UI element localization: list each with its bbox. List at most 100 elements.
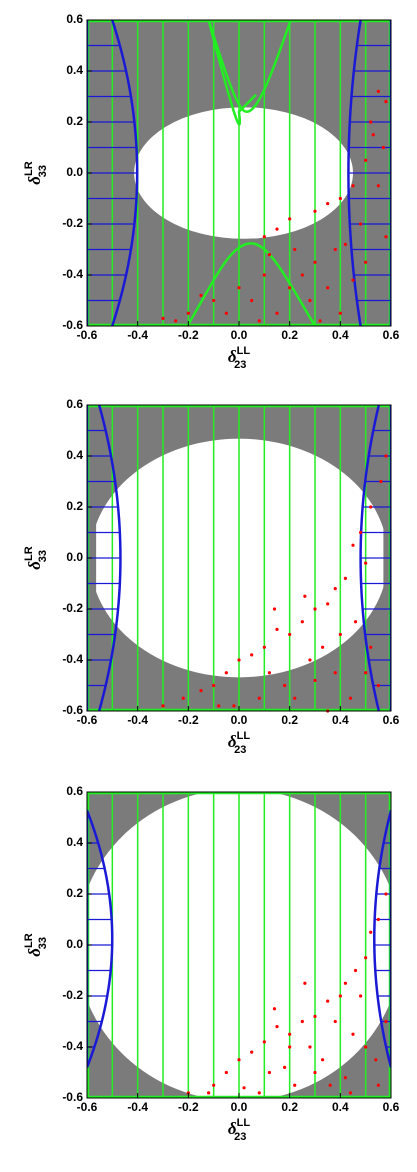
point <box>267 1070 271 1075</box>
point <box>275 227 279 231</box>
blue-curve <box>111 20 139 326</box>
y-tick-label: -0.4 <box>62 1039 83 1053</box>
point <box>303 594 307 598</box>
symbol: δ <box>228 347 237 366</box>
x-tick-label: -0.6 <box>77 328 98 342</box>
point <box>250 653 254 657</box>
point <box>262 235 266 239</box>
point <box>212 298 216 303</box>
y-tick-label: -0.6 <box>62 1090 83 1104</box>
point <box>321 1058 325 1062</box>
point <box>237 286 241 290</box>
point <box>381 145 385 150</box>
regions <box>87 20 391 326</box>
point <box>199 689 203 693</box>
point <box>224 1070 228 1075</box>
x-tick-label: -0.4 <box>127 328 148 342</box>
point <box>313 1014 317 1019</box>
point <box>300 1019 304 1024</box>
point <box>212 1083 216 1087</box>
x-tick-label: -0.6 <box>77 713 98 727</box>
y-axis-label: δLR 33 <box>23 546 49 569</box>
point <box>293 1083 297 1087</box>
point <box>186 311 190 315</box>
subscript: 33 <box>37 550 49 562</box>
panel: -0.6 -0.4 -0.2 0.0 0.2 0.4 0.6 -0.6 -0.4 -0.2 0.0 0… <box>23 12 400 371</box>
y-tick-label: 0.4 <box>66 448 83 462</box>
point <box>351 543 355 547</box>
superscript: LR <box>23 161 35 176</box>
point <box>257 319 261 323</box>
point <box>293 247 297 252</box>
point <box>174 319 178 323</box>
panel: -0.6 -0.4 -0.2 0.0 0.2 0.4 0.6 -0.6 -0.4 -0.2 0.0 0… <box>23 397 400 756</box>
point <box>288 1045 292 1049</box>
y-tick-label: -0.6 <box>62 318 83 332</box>
point <box>262 645 266 649</box>
point <box>199 293 203 297</box>
y-tick-label: 0.2 <box>66 499 83 513</box>
symbol: δ <box>25 176 44 185</box>
point <box>369 930 373 934</box>
point <box>333 587 337 591</box>
point <box>376 184 380 188</box>
point <box>262 1040 266 1044</box>
x-axis-label: δLL 23 <box>228 730 250 756</box>
y-tick-label: 0.6 <box>66 784 83 798</box>
y-tick-label: 0.4 <box>66 63 83 77</box>
y-axis-label: δLR 33 <box>23 933 49 956</box>
point <box>275 311 279 315</box>
point <box>343 981 347 985</box>
point <box>326 602 330 606</box>
green-curve <box>186 242 317 326</box>
point <box>250 298 254 303</box>
allowed-region <box>134 107 353 239</box>
point <box>313 678 317 683</box>
point <box>257 1091 261 1095</box>
x-tick-label: 0.6 <box>383 713 400 727</box>
point <box>333 247 337 252</box>
x-tick-label: 0.2 <box>281 328 298 342</box>
point <box>351 278 355 282</box>
x-tick-label: 0.2 <box>281 1100 298 1114</box>
point <box>384 1019 388 1024</box>
point <box>351 1032 355 1036</box>
point <box>212 683 216 688</box>
x-tick-label: -0.2 <box>178 1100 199 1114</box>
point <box>318 319 322 323</box>
point <box>313 607 317 611</box>
point <box>161 704 165 708</box>
point <box>308 658 312 662</box>
x-tick-label: -0.4 <box>127 1100 148 1114</box>
point <box>237 1058 241 1062</box>
point <box>272 607 277 611</box>
point <box>186 1091 190 1095</box>
point <box>369 645 373 649</box>
point <box>353 620 358 624</box>
superscript: LL <box>237 345 251 357</box>
y-tick-label: 0.6 <box>66 397 83 411</box>
point <box>237 658 241 662</box>
green-curve <box>207 20 292 126</box>
point <box>313 1070 317 1075</box>
point <box>262 273 266 277</box>
y-tick-label: -0.4 <box>62 267 83 281</box>
point <box>379 479 383 484</box>
superscript: LR <box>23 933 35 948</box>
point <box>250 1050 254 1054</box>
point <box>364 1045 368 1049</box>
panel: -0.6 -0.4 -0.2 0.0 0.2 0.4 0.6 -0.6 -0.4 -0.2 0.0 0… <box>23 784 400 1143</box>
point <box>242 1086 246 1090</box>
point <box>275 627 279 632</box>
point <box>283 683 287 688</box>
point <box>374 1058 378 1062</box>
point <box>338 994 342 998</box>
x-axis-label: δLL 23 <box>228 345 250 371</box>
point <box>321 645 325 649</box>
blue-curve <box>87 809 114 1068</box>
symbol: δ <box>228 732 237 751</box>
point <box>217 704 221 708</box>
x-tick-label: 0.0 <box>231 713 248 727</box>
point <box>343 1076 347 1080</box>
symbol: δ <box>25 948 44 957</box>
